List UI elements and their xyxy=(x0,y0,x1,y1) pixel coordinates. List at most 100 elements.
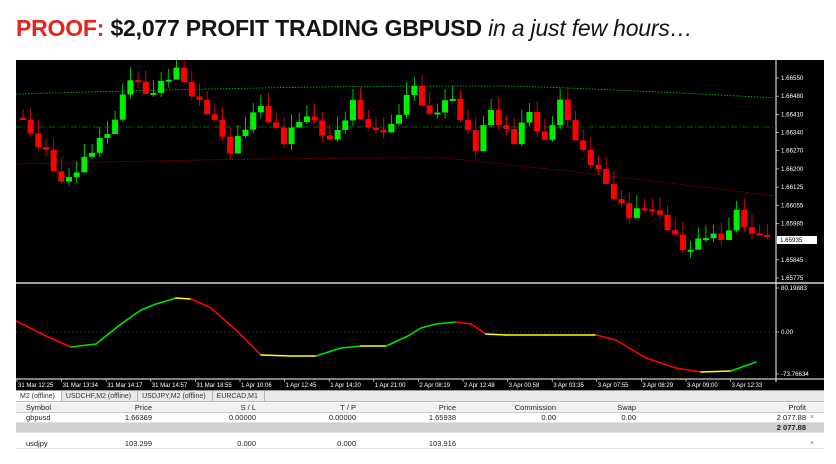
candle-body xyxy=(564,99,571,120)
candle-body xyxy=(311,116,318,121)
oscillator-segment xyxy=(455,321,472,325)
oscillator-segment xyxy=(260,354,292,357)
osc-tick-label: 0.00 xyxy=(781,329,794,336)
osc-tick-label: 80.19883 xyxy=(781,285,807,292)
row-price: 1.65938 xyxy=(428,413,456,422)
col-sl[interactable]: S / L xyxy=(240,403,256,412)
oscillator-segment xyxy=(16,320,47,337)
candle-body xyxy=(426,105,433,114)
col-open-price[interactable]: Price xyxy=(134,403,152,412)
candle-body xyxy=(541,131,548,140)
candle-body xyxy=(288,127,295,145)
candle-body xyxy=(135,80,142,83)
row-swap: 0.00 xyxy=(621,413,636,422)
close-order-icon[interactable]: × xyxy=(810,414,815,421)
tab-eurcad-m1[interactable]: EURCAD,M1 xyxy=(213,391,265,401)
moving-averages xyxy=(16,85,777,197)
price-tick-label: 1.66340 xyxy=(781,130,804,137)
upper-moving-average xyxy=(16,85,777,99)
candle-body xyxy=(96,137,103,153)
row-profit: 2 077.88 xyxy=(776,413,806,422)
candle-body xyxy=(27,119,34,134)
oscillator-segment xyxy=(615,339,647,359)
chart-tabs[interactable]: M2 (offline) USDCHF,M2 (offline) USDJPY,… xyxy=(16,390,824,402)
candle-body xyxy=(388,123,395,133)
col-price[interactable]: Price xyxy=(438,403,456,412)
time-tick-label: 3 Apr 08:29 xyxy=(642,383,673,389)
candle-body xyxy=(357,99,364,120)
candle-body xyxy=(273,122,280,128)
candle-body xyxy=(687,249,694,252)
row-sl: 0.00000 xyxy=(228,413,256,422)
candle-body xyxy=(465,120,472,131)
candle-body xyxy=(534,112,541,132)
time-tick-label: 31 Mar 18:55 xyxy=(196,383,232,389)
oscillator-segment xyxy=(435,321,457,325)
time-tick-label: 2 Apr 12:48 xyxy=(464,383,495,389)
candle-body xyxy=(219,119,226,137)
headline-proof: PROOF: xyxy=(16,15,105,41)
chart-axes: 1.66550 1.66480 1.66410 1.66340 1.66270 1.662… xyxy=(16,75,817,389)
tab-gbpusd-m2[interactable]: M2 (offline) xyxy=(16,391,62,401)
candle-body xyxy=(725,230,732,240)
col-tp[interactable]: T / P xyxy=(340,403,356,412)
price-chart[interactable]: 1.66550 1.66480 1.66410 1.66340 1.66270 1.662… xyxy=(16,60,824,390)
candle-body xyxy=(587,149,594,165)
candle-body xyxy=(618,199,625,204)
candle-body xyxy=(349,99,356,121)
time-tick-label: 3 Apr 00:58 xyxy=(509,383,540,389)
candle-body xyxy=(173,67,180,80)
candle-body xyxy=(664,214,671,231)
tab-usdjpy-m2[interactable]: USDJPY,M2 (offline) xyxy=(138,391,213,401)
candle-body xyxy=(66,177,73,182)
price-tick-label: 1.66055 xyxy=(781,202,804,209)
oscillator-segment xyxy=(95,323,122,345)
osc-tick-label: -73.76634 xyxy=(781,371,809,378)
current-price-label: 1.65935 xyxy=(780,237,803,244)
candle-body xyxy=(242,129,249,137)
candle-body xyxy=(702,238,709,241)
candle-body xyxy=(718,233,725,240)
time-tick-label: 31 Mar 14:57 xyxy=(152,383,188,389)
candle-body xyxy=(672,230,679,235)
col-swap[interactable]: Swap xyxy=(617,403,636,412)
candle-body xyxy=(710,233,717,239)
time-tick-label: 1 Apr 12:45 xyxy=(286,383,317,389)
time-tick-label: 31 Mar 13:34 xyxy=(63,383,99,389)
headline: PROOF: $2,077 PROFIT TRADING GBPUSD in a… xyxy=(16,10,693,50)
col-profit[interactable]: Profit xyxy=(788,403,806,412)
candle-body xyxy=(411,86,418,95)
oscillator-segment xyxy=(420,323,437,329)
table-row[interactable]: gbpusd 1.66369 0.00000 0.00000 1.65938 0… xyxy=(16,413,824,423)
candle-body xyxy=(457,99,464,121)
time-tick-label: 1 Apr 10:06 xyxy=(241,383,272,389)
oscillator-segment xyxy=(210,307,237,331)
oscillator-segment xyxy=(470,323,487,335)
price-tick-label: 1.66125 xyxy=(781,184,804,191)
tab-usdchf-m2[interactable]: USDCHF,M2 (offline) xyxy=(62,391,139,401)
chart-canvas[interactable]: 1.66550 1.66480 1.66410 1.66340 1.66270 1.662… xyxy=(16,60,824,390)
oscillator-segment xyxy=(70,343,97,348)
candle-body xyxy=(50,149,57,172)
oscillator-segment xyxy=(700,370,732,373)
col-symbol[interactable]: Symbol xyxy=(26,403,52,412)
oscillator-segment xyxy=(190,298,212,309)
candle-body xyxy=(472,130,479,152)
price-tick-label: 1.65775 xyxy=(781,275,804,282)
candle-body xyxy=(756,233,763,236)
close-order-icon[interactable]: × xyxy=(810,440,815,447)
table-row[interactable]: usdjpy 103.299 0.000 0.000 103.916 × xyxy=(16,439,824,449)
trade-terminal: Symbol Price S / L T / P Price Commissio… xyxy=(16,403,824,464)
candle-body xyxy=(603,168,610,184)
current-price-box xyxy=(777,236,817,244)
total-profit: 2 077.88 xyxy=(776,423,806,432)
price-tick-label: 1.65985 xyxy=(781,220,804,227)
candle-body xyxy=(396,114,402,124)
candle-body xyxy=(234,136,241,154)
candle-body xyxy=(250,112,257,130)
candle-body xyxy=(748,227,755,234)
oscillator-segment xyxy=(407,327,422,337)
col-commission[interactable]: Commission xyxy=(514,403,556,412)
price-tick-label: 1.66480 xyxy=(781,93,804,100)
